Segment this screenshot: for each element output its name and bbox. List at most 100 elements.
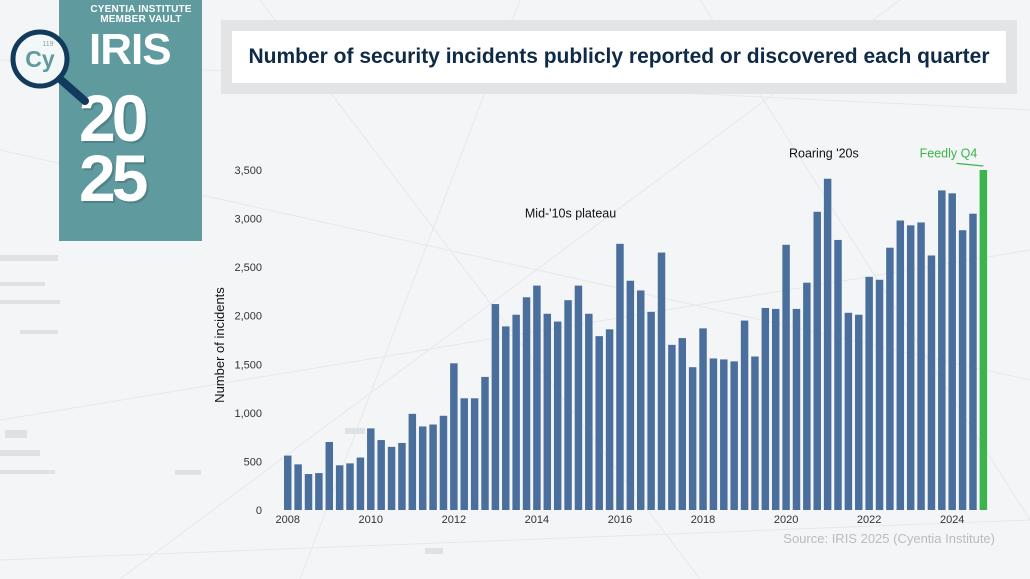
x-tick-label: 2014: [525, 514, 549, 526]
background-block: [0, 255, 58, 261]
bar: [429, 424, 437, 510]
logo-text: Cy: [25, 46, 55, 72]
bar: [720, 359, 728, 510]
bar: [533, 285, 541, 510]
y-tick-label: 1,000: [234, 408, 262, 420]
bar: [325, 442, 334, 510]
y-axis-label: Number of incidents: [212, 287, 227, 403]
bar: [782, 244, 790, 511]
bar: [948, 193, 956, 511]
bar: [460, 398, 468, 510]
background-block: [20, 330, 58, 334]
annotation-label: Mid-'10s plateau: [525, 207, 616, 221]
bar: [470, 398, 479, 510]
background-block: [425, 548, 443, 554]
bar: [315, 473, 323, 510]
x-tick-label: 2016: [608, 514, 632, 526]
bar: [709, 358, 718, 510]
bar: [927, 255, 936, 510]
bar: [969, 213, 977, 510]
bar: [668, 344, 676, 510]
bar: [803, 282, 811, 510]
bar: [938, 190, 946, 510]
y-tick-label: 3,500: [234, 165, 262, 177]
bar: [284, 455, 292, 510]
background-block: [0, 470, 55, 474]
bar-highlight: [979, 170, 988, 510]
y-tick-label: 500: [244, 456, 262, 468]
annotation-leader-line: [956, 162, 984, 167]
bar: [387, 446, 396, 510]
bar: [377, 440, 385, 510]
background-block: [0, 300, 60, 304]
bar: [585, 313, 593, 510]
bar: [522, 297, 531, 510]
bar: [688, 367, 697, 510]
bar: [855, 314, 863, 510]
bar: [346, 463, 354, 510]
bar: [408, 413, 417, 510]
bar: [886, 247, 894, 510]
bar: [335, 465, 344, 510]
background-line: [119, 0, 901, 579]
badge-line-1: CYENTIA INSTITUTE: [90, 4, 192, 15]
bar: [844, 312, 853, 510]
annotation-label: Feedly Q4: [920, 146, 978, 160]
bar: [699, 328, 707, 510]
bar: [304, 474, 313, 510]
background-block: [345, 428, 365, 434]
bar: [367, 428, 375, 510]
bar: [543, 313, 552, 510]
bar: [637, 290, 645, 510]
bar: [574, 285, 583, 510]
bar: [553, 321, 562, 510]
bar: [792, 308, 801, 510]
y-tick-label: 1,500: [234, 359, 262, 371]
badge-year-bottom: 25: [79, 141, 148, 215]
bar: [564, 300, 572, 510]
title-panel: Number of security incidents publicly re…: [221, 20, 1017, 94]
bar: [823, 178, 832, 510]
bar: [595, 336, 603, 510]
y-tick-label: 2,000: [234, 311, 262, 323]
bar: [512, 314, 520, 510]
title-card: Number of security incidents publicly re…: [232, 31, 1006, 83]
bar: [626, 280, 635, 510]
source-note: Source: IRIS 2025 (Cyentia Institute): [783, 531, 995, 546]
bar: [294, 464, 302, 510]
bar: [917, 222, 925, 510]
bar: [906, 225, 915, 510]
bar: [491, 304, 500, 510]
bar: [751, 356, 759, 510]
bar: [834, 239, 842, 510]
bar: [605, 329, 614, 510]
bar: [418, 426, 427, 510]
x-tick-label: 2018: [691, 514, 715, 526]
bar: [657, 252, 666, 511]
iris-2025-badge: CYENTIA INSTITUTE MEMBER VAULT IRIS 20 2…: [59, 0, 202, 241]
bar: [761, 307, 770, 510]
bar: [678, 338, 687, 510]
bar: [730, 361, 738, 510]
x-tick-label: 2008: [275, 514, 299, 526]
bar: [771, 308, 780, 510]
x-tick-label: 2012: [442, 514, 466, 526]
y-tick-label: 0: [256, 505, 262, 517]
badge-line-2: MEMBER VAULT: [100, 14, 182, 25]
background-block: [0, 282, 45, 286]
annotation-label: Roaring '20s: [789, 146, 859, 160]
x-tick-label: 2020: [774, 514, 798, 526]
bar: [865, 276, 873, 510]
background-block: [0, 450, 40, 456]
bar: [439, 415, 448, 510]
bar: [481, 376, 489, 510]
bar: [356, 457, 365, 510]
logo-number: 119: [42, 41, 53, 48]
background-block: [5, 430, 27, 438]
bar: [896, 220, 905, 510]
bar: [398, 442, 406, 510]
badge-year-top: 20: [79, 81, 148, 155]
chart-title: Number of security incidents publicly re…: [248, 45, 990, 68]
x-tick-label: 2010: [359, 514, 383, 526]
